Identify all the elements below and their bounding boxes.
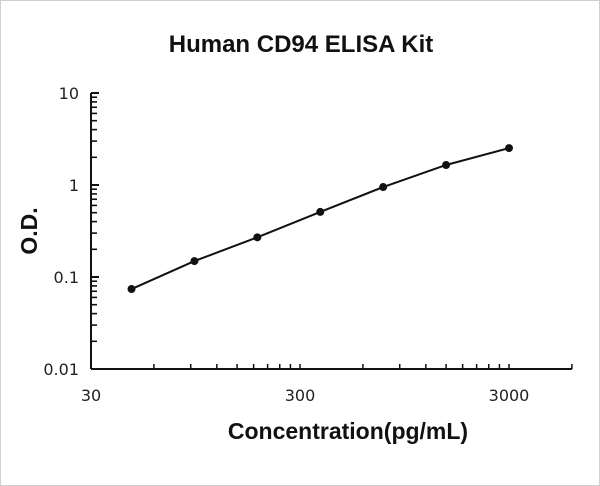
y-tick-label: 0.1 <box>54 268 79 287</box>
data-point <box>190 257 199 266</box>
x-axis-title: Concentration(pg/mL) <box>228 418 468 444</box>
curve-line <box>131 147 510 290</box>
data-point <box>253 233 262 242</box>
chart-title: Human CD94 ELISA Kit <box>168 31 434 58</box>
y-tick-label: 1 <box>69 176 79 195</box>
data-point <box>127 285 136 294</box>
data-point <box>505 144 513 153</box>
x-tick-label: 300 <box>285 386 316 405</box>
x-tick-label: 30 <box>81 386 101 405</box>
x-tick-label: 3000 <box>489 386 530 405</box>
y-axis-title: O.D. <box>16 207 42 254</box>
data-point <box>379 183 388 192</box>
data-point <box>316 207 325 216</box>
data-point <box>442 160 451 169</box>
y-tick-label: 0.01 <box>43 360 79 379</box>
y-tick-label: 10 <box>59 84 79 103</box>
